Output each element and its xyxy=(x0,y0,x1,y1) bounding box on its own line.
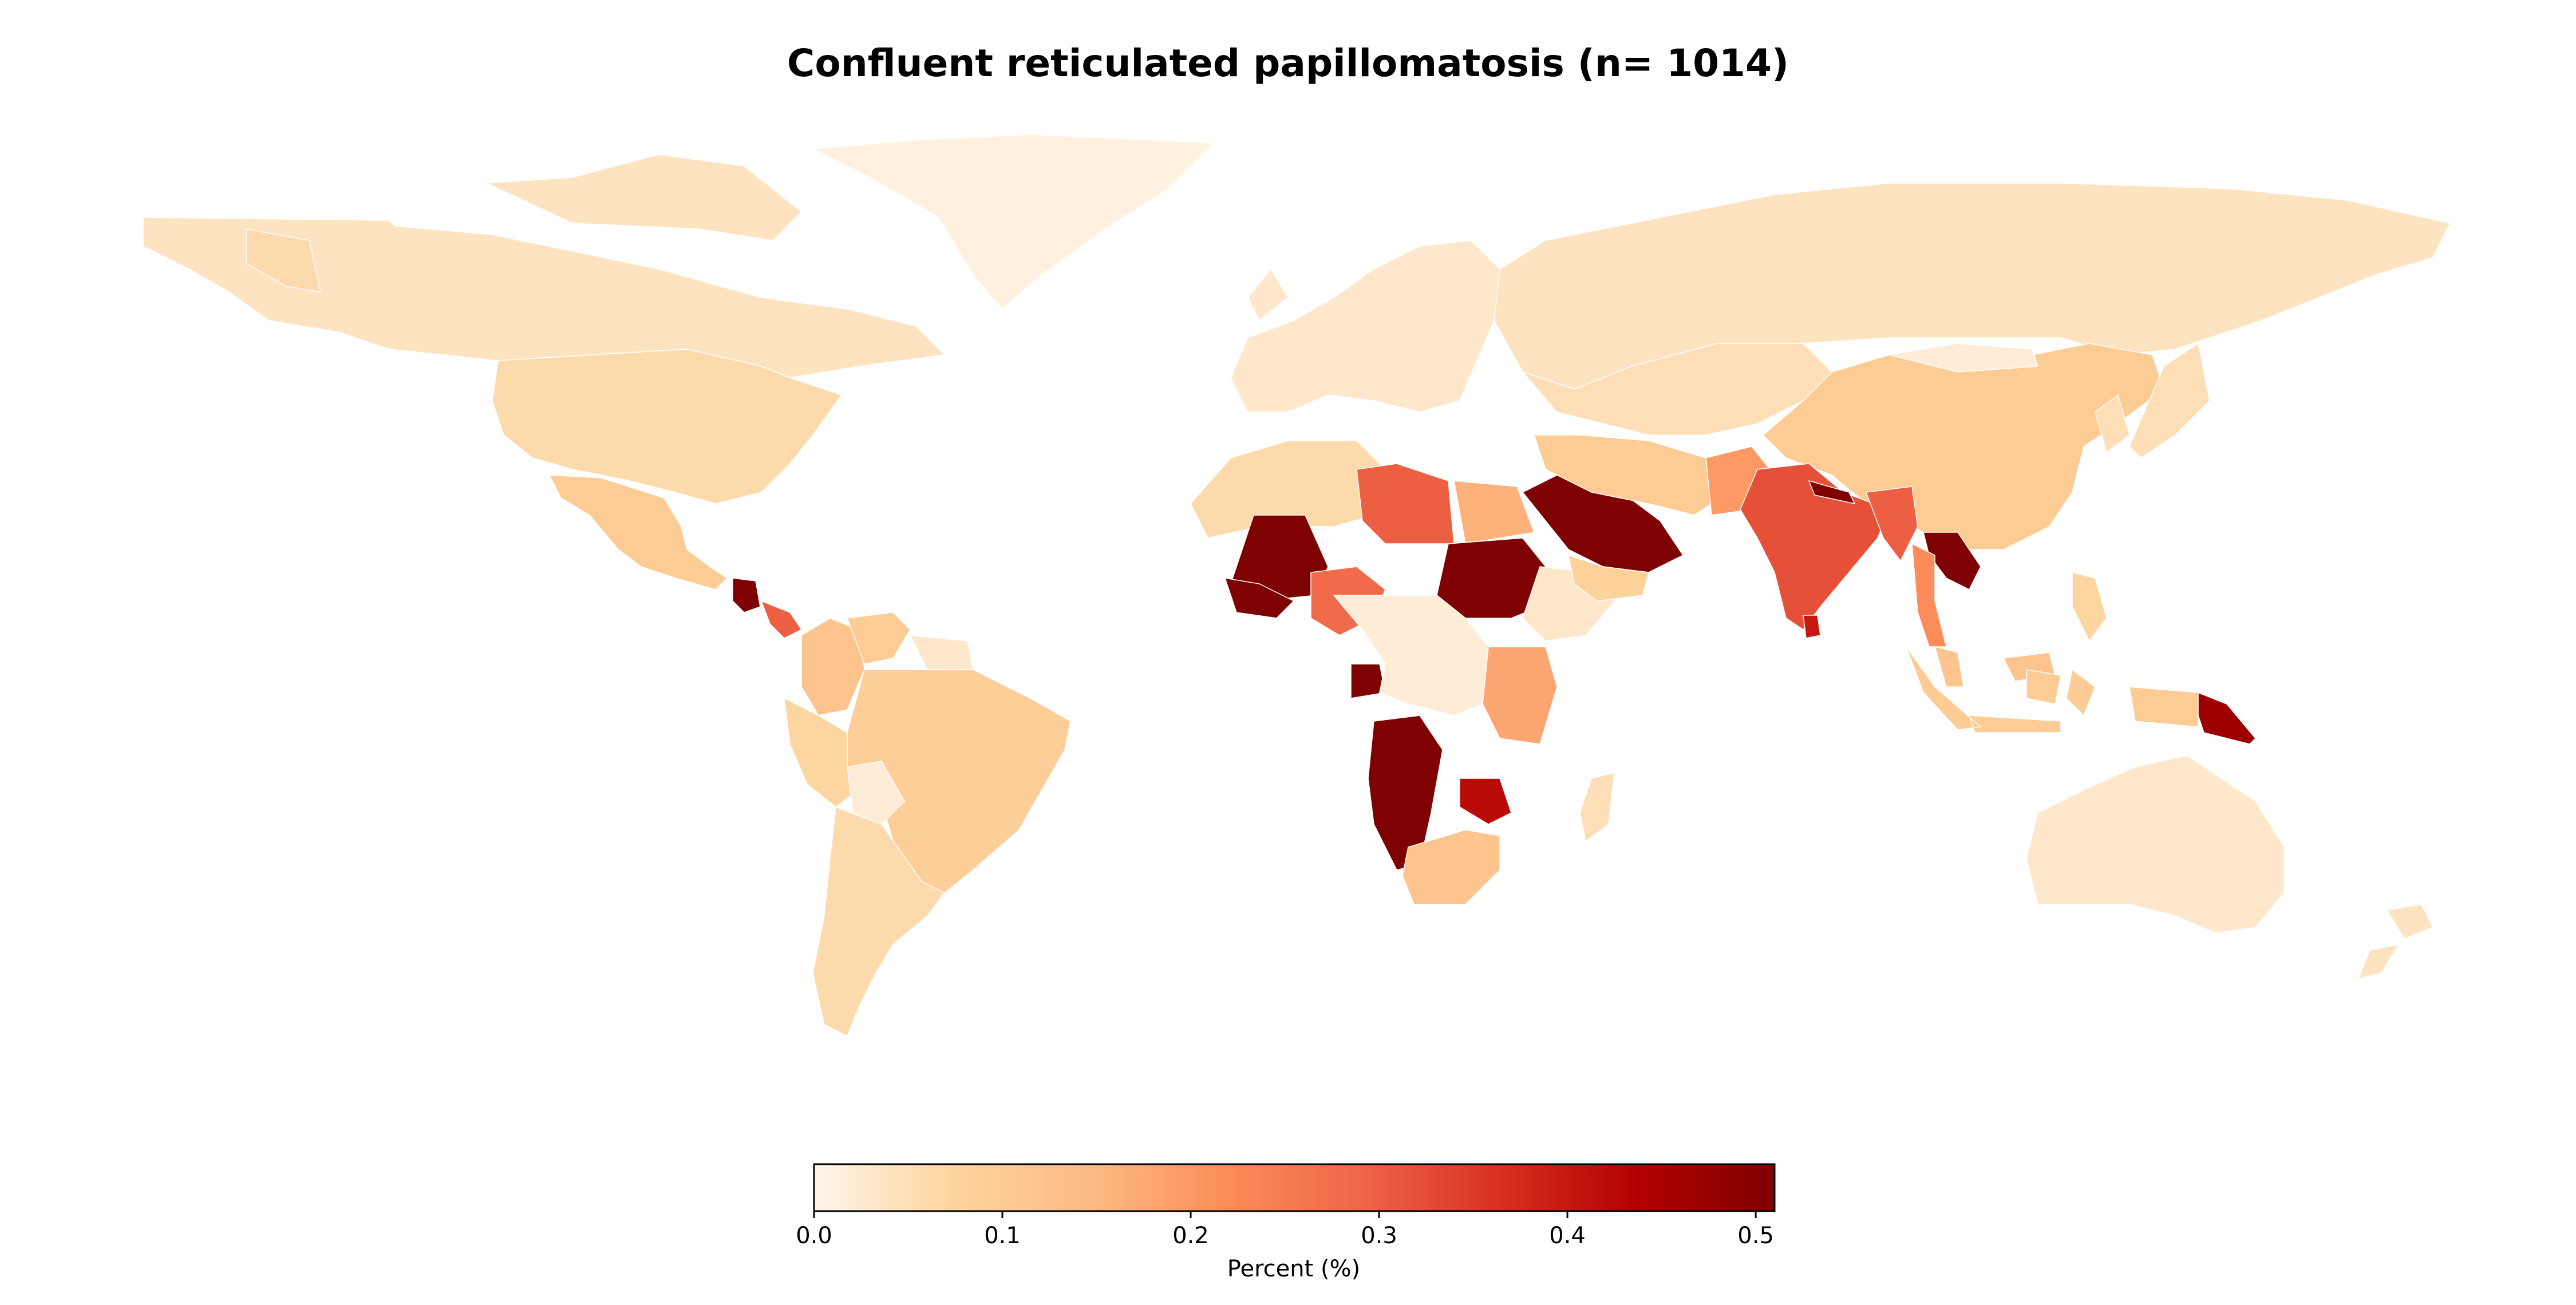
region-central-africa xyxy=(1333,595,1489,716)
region-yemen xyxy=(1568,555,1649,602)
colorbar-tick-label: 0.2 xyxy=(1172,1223,1209,1249)
chart-title: Confluent reticulated papillomatosis (n=… xyxy=(787,41,1789,85)
region-australia xyxy=(2026,755,2285,934)
region-indonesia xyxy=(1906,646,2199,733)
colorbar-tick-label: 0.0 xyxy=(796,1223,832,1249)
region-europe xyxy=(1230,240,1500,413)
region-mexico xyxy=(549,474,728,590)
region-thailand xyxy=(1911,543,1947,647)
region-zimbabwe xyxy=(1459,778,1512,825)
region-philippines xyxy=(2072,572,2107,642)
region-egypt xyxy=(1453,480,1535,544)
region-mongolia xyxy=(1888,343,2038,373)
region-papua-new-guinea xyxy=(2198,692,2256,745)
region-bolivia xyxy=(847,761,905,825)
region-nepal xyxy=(1808,480,1855,504)
region-colombia xyxy=(801,618,865,716)
region-madagascar xyxy=(1579,772,1615,842)
region-canada xyxy=(143,154,945,378)
colorbar-tick-label: 0.3 xyxy=(1361,1223,1397,1249)
colorbar-label: Percent (%) xyxy=(1227,1256,1361,1282)
region-ghana-togo xyxy=(1224,578,1294,619)
colorbar-scale xyxy=(813,1163,1776,1212)
colorbar-tick-label: 0.4 xyxy=(1549,1223,1586,1249)
colorbar-tick-label: 0.5 xyxy=(1737,1223,1774,1249)
region-sri-lanka xyxy=(1803,615,1821,639)
region-bangladesh-myanmar xyxy=(1866,486,1918,561)
region-central-america xyxy=(761,600,802,639)
region-guatemala xyxy=(732,578,761,613)
region-south-africa xyxy=(1402,829,1500,905)
region-united-states xyxy=(246,228,842,504)
region-japan-korea xyxy=(2095,343,2210,458)
region-venezuela xyxy=(847,612,911,665)
region-greenland xyxy=(812,134,1214,310)
region-southern-cone xyxy=(812,806,945,1037)
region-new-zealand xyxy=(2358,904,2433,979)
colorbar-tick-label: 0.1 xyxy=(984,1223,1021,1249)
